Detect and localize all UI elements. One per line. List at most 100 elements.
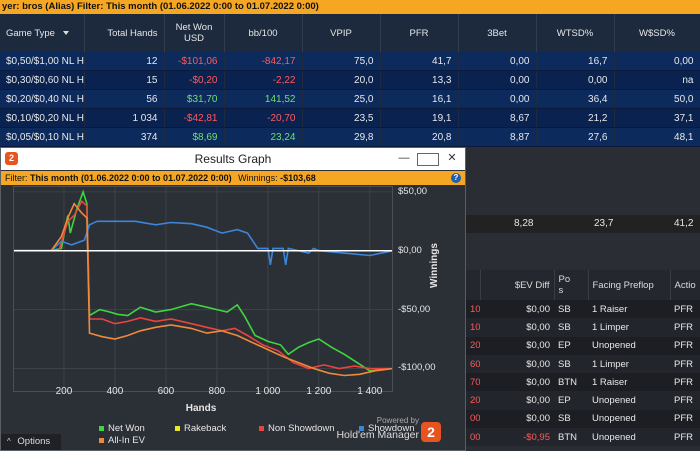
hand-cell: EP bbox=[558, 395, 571, 407]
hand-cell: 20 bbox=[470, 395, 480, 407]
col-header-3bet[interactable]: 3Bet bbox=[458, 14, 537, 52]
chevron-up-icon: ^ bbox=[7, 437, 11, 446]
hand-cell: 00 bbox=[470, 413, 480, 425]
stats-cell: 37,1 bbox=[614, 108, 700, 128]
x-tick-label: 1 000 bbox=[255, 386, 281, 397]
x-tick-label: 1 200 bbox=[306, 386, 332, 397]
hand-cell: SB bbox=[558, 358, 571, 370]
stats-cell: 16,1 bbox=[380, 89, 459, 109]
options-button[interactable]: ^ Options bbox=[1, 434, 61, 450]
hand-cell: PFR bbox=[674, 413, 693, 425]
hands-col-header-facing[interactable]: Facing Preflop bbox=[588, 270, 671, 300]
col-header-bb100[interactable]: bb/100 bbox=[224, 14, 303, 52]
hand-row[interactable]: 20 $0,00 EP Unopened PFR bbox=[466, 336, 700, 355]
hand-cell: EP bbox=[558, 340, 571, 352]
col-header-wtsd[interactable]: WTSD% bbox=[536, 14, 615, 52]
stats-cell: 48,1 bbox=[614, 127, 700, 147]
hand-row[interactable]: 60 $0,00 SB 1 Limper PFR bbox=[466, 354, 700, 374]
hand-cell: PFR bbox=[674, 321, 693, 333]
sort-arrow-icon[interactable] bbox=[62, 30, 69, 35]
hand-cell: SB bbox=[558, 321, 571, 333]
stats-cell: -$42,81 bbox=[164, 108, 225, 128]
hm2-logo-icon: 2 bbox=[421, 422, 441, 442]
hm2-brand: Powered by Hold'em Manager 2 bbox=[336, 416, 449, 448]
hand-cell: 20 bbox=[470, 340, 480, 352]
hand-cell: $0,00 bbox=[526, 340, 550, 352]
graph-filter-label: Filter: bbox=[5, 173, 28, 183]
x-tick-label: 1 400 bbox=[357, 386, 383, 397]
hand-row[interactable]: 00 -$0,95 BTN Unopened PFR bbox=[466, 428, 700, 447]
col-header-vpip[interactable]: VPIP bbox=[302, 14, 381, 52]
hands-col-header-ev-diff[interactable]: $EV Diff bbox=[480, 270, 555, 300]
window-titlebar[interactable]: 2 Results Graph — ✕ bbox=[1, 148, 465, 170]
y-axis-title: Winnings bbox=[429, 243, 440, 288]
series-line-all-in-ev bbox=[13, 202, 393, 377]
hand-row[interactable]: 70 $0,00 BTN 1 Raiser PFR bbox=[466, 373, 700, 392]
graph-filter-bar: Filter: This month (01.06.2022 0:00 to 0… bbox=[1, 171, 465, 185]
y-tick-label: $0,00 bbox=[398, 244, 422, 256]
hand-row[interactable]: 10 $0,00 SB 1 Limper PFR bbox=[466, 318, 700, 337]
col-header-wsd[interactable]: W$SD% bbox=[614, 14, 700, 52]
legend-item[interactable]: Non Showdown bbox=[259, 423, 335, 434]
hand-cell: PFR bbox=[674, 395, 693, 407]
stats-cell: 141,52 bbox=[224, 89, 303, 109]
hand-cell: BTN bbox=[558, 376, 577, 388]
col-header-pfr[interactable]: PFR bbox=[380, 14, 459, 52]
hand-cell: $0,00 bbox=[526, 376, 550, 388]
hands-col-header-blank[interactable] bbox=[466, 270, 481, 300]
legend-item[interactable]: Rakeback bbox=[175, 423, 226, 434]
minimize-icon[interactable]: — bbox=[398, 152, 410, 164]
stats-cell: 21,2 bbox=[536, 108, 615, 128]
legend-item[interactable]: Net Won bbox=[99, 423, 145, 434]
legend-label: All-In EV bbox=[108, 435, 145, 446]
hand-cell: $0,00 bbox=[526, 321, 550, 333]
legend-swatch bbox=[259, 425, 264, 431]
hand-cell: Unopened bbox=[592, 395, 636, 407]
stats-row[interactable]: $0,50/$1,00 NL H 12 -$101,06 -842,17 75,0 41,… bbox=[0, 52, 700, 71]
hand-cell: BTN bbox=[558, 431, 577, 443]
results-graph-window[interactable]: 2 Results Graph — ✕ Filter: This month (… bbox=[0, 147, 466, 451]
stats-header-row: Game Type Total Hands Net Won USD bb/100… bbox=[0, 14, 700, 52]
legend-item[interactable]: Showdown bbox=[359, 423, 414, 434]
stats-cell: 13,3 bbox=[380, 70, 459, 90]
hands-col-header-action[interactable]: Actio bbox=[670, 270, 700, 300]
stats-cell: 16,7 bbox=[536, 52, 615, 71]
col-header-total-hands[interactable]: Total Hands bbox=[84, 14, 165, 52]
hand-row[interactable]: 10 $0,00 SB 1 Raiser PFR bbox=[466, 300, 700, 319]
filter-text: yer: bros (Alias) Filter: This month (01… bbox=[2, 1, 319, 12]
stats-cell: 27,6 bbox=[536, 127, 615, 147]
x-tick-label: 800 bbox=[208, 386, 226, 397]
hand-cell: PFR bbox=[674, 303, 693, 315]
options-label: Options bbox=[17, 436, 51, 447]
hands-col-header-pos[interactable]: Pos bbox=[554, 270, 589, 300]
hand-cell: SB bbox=[558, 413, 571, 425]
x-tick-label: 600 bbox=[157, 386, 175, 397]
stats-table: Game Type Total Hands Net Won USD bb/100… bbox=[0, 14, 700, 147]
legend-swatch bbox=[99, 425, 104, 431]
close-icon[interactable]: ✕ bbox=[447, 152, 457, 164]
col-header-game-type[interactable]: Game Type bbox=[0, 14, 85, 52]
stats-cell: $0,50/$1,00 NL H bbox=[0, 52, 85, 71]
hand-cell: 60 bbox=[470, 358, 480, 370]
stats-cell: $0,05/$0,10 NL H bbox=[0, 127, 85, 147]
stats-row[interactable]: $0,20/$0,40 NL H 56 $31,70 141,52 25,0 16,1 0,… bbox=[0, 89, 700, 109]
summary-row: 8,28 23,7 41,2 bbox=[466, 215, 700, 233]
help-icon[interactable]: ? bbox=[451, 173, 461, 183]
hand-row[interactable]: 00 $0,00 SB Unopened PFR bbox=[466, 409, 700, 429]
col-header-net-won[interactable]: Net Won USD bbox=[164, 14, 225, 52]
summary-3bet: 8,28 bbox=[514, 218, 534, 229]
hand-cell: $0,00 bbox=[526, 395, 550, 407]
stats-cell: $8,69 bbox=[164, 127, 225, 147]
hand-cell: PFR bbox=[674, 358, 693, 370]
stats-cell: -$0,20 bbox=[164, 70, 225, 90]
stats-cell: -$101,06 bbox=[164, 52, 225, 71]
maximize-icon[interactable] bbox=[417, 153, 439, 166]
legend-swatch bbox=[359, 425, 364, 431]
stats-cell: 56 bbox=[84, 89, 165, 109]
stats-cell: -2,22 bbox=[224, 70, 303, 90]
hand-row[interactable]: 20 $0,00 EP Unopened PFR bbox=[466, 391, 700, 410]
legend-item[interactable]: All-In EV bbox=[99, 435, 145, 446]
stats-row[interactable]: $0,30/$0,60 NL H 15 -$0,20 -2,22 20,0 13,3 0,0… bbox=[0, 70, 700, 90]
stats-row[interactable]: $0,05/$0,10 NL H 374 $8,69 23,24 29,8 20,8 8,8… bbox=[0, 127, 700, 147]
